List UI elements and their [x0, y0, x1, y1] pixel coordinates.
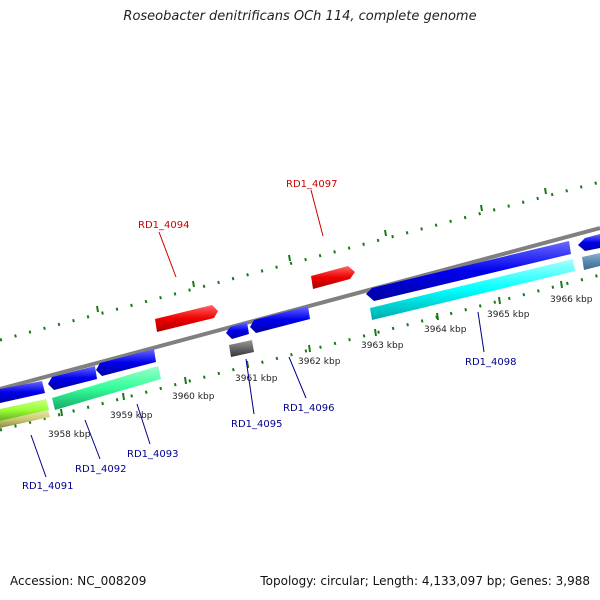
callout-rd1-4097 [310, 189, 324, 237]
callout-rd1-4093 [136, 403, 151, 445]
gene-label: RD1_4095 [231, 419, 282, 430]
accession-text: Accession: NC_008209 [10, 574, 147, 588]
kbp-label: 3963 kbp [361, 341, 404, 351]
inner-major-ticks [60, 280, 563, 417]
gene-rd1-4096-strip[interactable] [250, 306, 310, 333]
gene-blue-b[interactable] [48, 366, 97, 390]
gene-label: RD1_4091 [22, 481, 73, 492]
callout-rd1-4095 [245, 358, 255, 415]
gene-blue-long[interactable] [366, 241, 571, 301]
kbp-label: 3961 kbp [235, 374, 278, 384]
kbp-label: 3960 kbp [172, 392, 215, 402]
gene-steel[interactable] [582, 253, 600, 270]
gene-label: RD1_4094 [138, 220, 189, 231]
kbp-label: 3965 kbp [487, 310, 530, 320]
gene-rd1-4091[interactable] [0, 410, 50, 428]
kbp-label: 3966 kbp [550, 295, 593, 305]
gene-blue-c[interactable] [96, 349, 156, 376]
gene-label: RD1_4098 [465, 357, 516, 368]
gene-rd1-4097[interactable] [311, 266, 355, 289]
kbp-label: 3959 kbp [110, 411, 153, 421]
callout-rd1-4092 [84, 419, 101, 460]
gene-rd1-4094[interactable] [155, 305, 218, 332]
gene-label: RD1_4097 [286, 179, 337, 190]
gene-rd1-4098[interactable] [370, 259, 575, 320]
gene-label: RD1_4096 [283, 403, 334, 414]
kbp-label: 3962 kbp [298, 357, 341, 367]
gene-blue-edge[interactable] [578, 234, 600, 251]
kbp-label: 3958 kbp [48, 430, 91, 440]
callout-rd1-4098 [477, 311, 485, 353]
gene-lime[interactable] [0, 399, 49, 421]
kbp-label: 3964 kbp [424, 325, 467, 335]
callout-rd1-4091 [30, 434, 47, 478]
gene-gray[interactable] [229, 340, 254, 357]
callout-rd1-4094 [158, 231, 177, 278]
outer-major-ticks [96, 187, 547, 313]
gene-rd1-4093[interactable] [52, 366, 161, 410]
map-title: Roseobacter denitrificans OCh 114, compl… [123, 9, 477, 24]
gene-label: RD1_4093 [127, 449, 178, 460]
gene-label: RD1_4092 [75, 464, 126, 475]
gene-blue-a[interactable] [0, 381, 45, 403]
gene-rd1-4095[interactable] [226, 322, 249, 339]
callout-rd1-4096 [288, 356, 307, 399]
genome-summary-text: Topology: circular; Length: 4,133,097 bp… [260, 574, 590, 588]
